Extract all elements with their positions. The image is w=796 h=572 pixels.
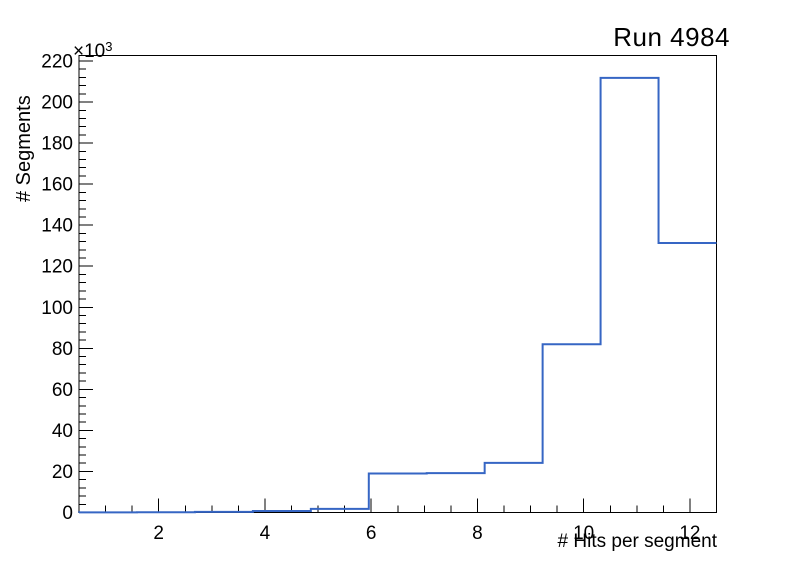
x-tick-label: 6 — [366, 523, 377, 544]
x-tick-label: 4 — [260, 523, 271, 544]
y-tick-label: 180 — [41, 134, 73, 155]
y-axis-multiplier-base: ×10 — [73, 41, 106, 62]
y-tick-label: 40 — [52, 421, 73, 442]
y-axis-multiplier: ×103 — [73, 39, 112, 63]
y-tick-label: 200 — [41, 93, 73, 114]
x-axis-title: # Hits per segment — [557, 531, 717, 552]
x-tick-label: 8 — [472, 523, 483, 544]
x-tick-label: 10 — [573, 523, 594, 544]
y-tick-label: 160 — [41, 175, 73, 196]
y-tick-label: 20 — [52, 462, 73, 483]
plot-frame — [78, 55, 717, 513]
y-tick-label: 60 — [52, 380, 73, 401]
y-axis-multiplier-exponent: 3 — [105, 39, 113, 54]
y-tick-label: 80 — [52, 339, 73, 360]
y-axis-title-text: # Segments — [13, 95, 35, 202]
plot-title: Run 4984 — [613, 22, 730, 52]
y-tick-label: 220 — [41, 52, 73, 73]
y-tick-label: 0 — [62, 503, 73, 524]
y-tick-label: 120 — [41, 257, 73, 278]
y-tick-label: 100 — [41, 298, 73, 319]
x-tick-label: 2 — [153, 523, 164, 544]
histogram-line — [78, 76, 717, 514]
x-tick-label: 12 — [679, 523, 700, 544]
y-tick-label: 140 — [41, 216, 73, 237]
